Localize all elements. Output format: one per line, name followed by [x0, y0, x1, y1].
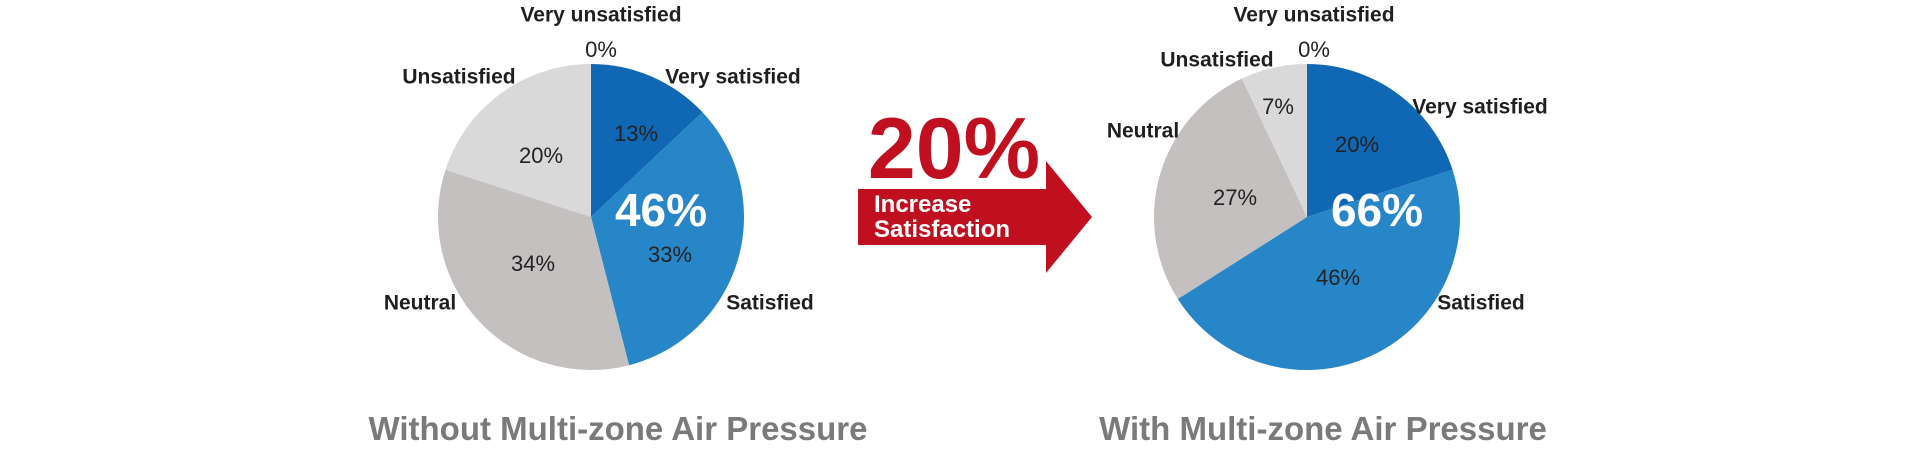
slice-label-unsatisfied: Unsatisfied [1160, 49, 1273, 72]
slice-value-satisfied: 33% [648, 242, 692, 267]
arrow-shape [858, 161, 1092, 273]
slice-label-unsatisfied: Unsatisfied [402, 66, 515, 89]
pie-chart-without: Very satisfied 13% Satisfied 33% Neutral 34% U… [369, 4, 868, 447]
combined-satisfied-value: 46% [615, 184, 707, 236]
pie-slice-very-satisfied [1307, 64, 1453, 217]
slice-label-satisfied: Satisfied [1437, 292, 1525, 315]
pie-slices [438, 64, 744, 370]
pie-slices [1154, 64, 1460, 370]
arrow-increase-value: 20% [868, 101, 1040, 197]
slice-value-very-unsatisfied: 0% [1298, 37, 1330, 62]
pie-slice-very-satisfied [591, 64, 703, 217]
slice-value-very-satisfied: 20% [1335, 132, 1379, 157]
pie-chart-with: Very satisfied 20% Satisfied 46% Neutral 27% U… [1099, 4, 1548, 447]
chart-title-without: Without Multi-zone Air Pressure [369, 410, 868, 447]
pie-slice-unsatisfied [1241, 64, 1307, 217]
slice-label-very-satisfied: Very satisfied [665, 66, 800, 89]
arrow-label-line1: Increase [874, 191, 971, 218]
pie-labels: Very satisfied 13% Satisfied 33% Neutral 34% U… [384, 4, 814, 315]
slice-label-very-satisfied: Very satisfied [1412, 96, 1547, 119]
slice-label-very-unsatisfied: Very unsatisfied [520, 4, 681, 27]
chart-title-with: With Multi-zone Air Pressure [1099, 410, 1547, 447]
slice-label-very-unsatisfied: Very unsatisfied [1233, 4, 1394, 27]
arrow-label-line2: Satisfaction [874, 216, 1010, 243]
slice-value-neutral: 27% [1213, 185, 1257, 210]
slice-label-neutral: Neutral [1107, 120, 1179, 143]
slice-value-very-satisfied: 13% [614, 121, 658, 146]
slice-value-unsatisfied: 7% [1262, 94, 1294, 119]
pie-labels: Very satisfied 20% Satisfied 46% Neutral 27% U… [1107, 4, 1548, 315]
increase-arrow: 20% Increase Satisfaction [858, 101, 1092, 273]
pie-slice-satisfied [591, 112, 744, 366]
slice-value-very-unsatisfied: 0% [585, 37, 617, 62]
slice-value-satisfied: 46% [1316, 265, 1360, 290]
pie-slice-neutral [438, 169, 630, 370]
slice-label-satisfied: Satisfied [726, 292, 814, 315]
pie-slice-neutral [1154, 78, 1307, 299]
pie-slice-satisfied [1177, 169, 1460, 370]
slice-label-neutral: Neutral [384, 292, 456, 315]
combined-satisfied-value: 66% [1331, 184, 1423, 236]
slice-value-unsatisfied: 20% [519, 143, 563, 168]
slice-value-neutral: 34% [511, 251, 555, 276]
pie-slice-unsatisfied [445, 64, 591, 217]
